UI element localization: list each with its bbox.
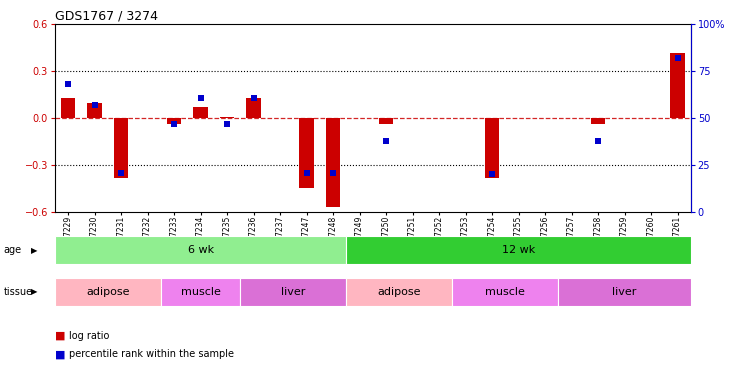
Text: liver: liver bbox=[281, 286, 306, 297]
Bar bbox=[485, 118, 499, 177]
Bar bbox=[161, 278, 240, 306]
Bar bbox=[246, 98, 261, 118]
Text: liver: liver bbox=[613, 286, 637, 297]
Text: adipose: adipose bbox=[377, 286, 421, 297]
Bar bbox=[326, 118, 341, 207]
Bar bbox=[240, 278, 346, 306]
Bar bbox=[299, 118, 314, 188]
Bar bbox=[87, 102, 102, 118]
Bar bbox=[670, 53, 685, 118]
Bar bbox=[167, 118, 181, 124]
Bar bbox=[452, 278, 558, 306]
Text: tissue: tissue bbox=[4, 286, 33, 297]
Bar bbox=[379, 118, 393, 124]
Bar bbox=[193, 107, 208, 118]
Bar bbox=[55, 236, 346, 264]
Text: muscle: muscle bbox=[181, 286, 221, 297]
Bar bbox=[558, 278, 691, 306]
Bar bbox=[61, 98, 75, 118]
Bar bbox=[55, 278, 161, 306]
Text: ▶: ▶ bbox=[31, 287, 37, 296]
Text: 12 wk: 12 wk bbox=[502, 245, 535, 255]
Text: percentile rank within the sample: percentile rank within the sample bbox=[69, 350, 235, 359]
Text: adipose: adipose bbox=[86, 286, 129, 297]
Text: muscle: muscle bbox=[485, 286, 526, 297]
Text: 6 wk: 6 wk bbox=[188, 245, 213, 255]
Bar bbox=[114, 118, 129, 177]
Text: ■: ■ bbox=[55, 331, 65, 340]
Text: log ratio: log ratio bbox=[69, 331, 110, 340]
Bar bbox=[591, 118, 605, 124]
Text: ▶: ▶ bbox=[31, 246, 37, 255]
Text: ■: ■ bbox=[55, 350, 65, 359]
Bar bbox=[346, 278, 452, 306]
Text: GDS1767 / 3274: GDS1767 / 3274 bbox=[55, 9, 158, 22]
Bar bbox=[220, 117, 235, 118]
Text: age: age bbox=[4, 245, 22, 255]
Bar bbox=[346, 236, 691, 264]
